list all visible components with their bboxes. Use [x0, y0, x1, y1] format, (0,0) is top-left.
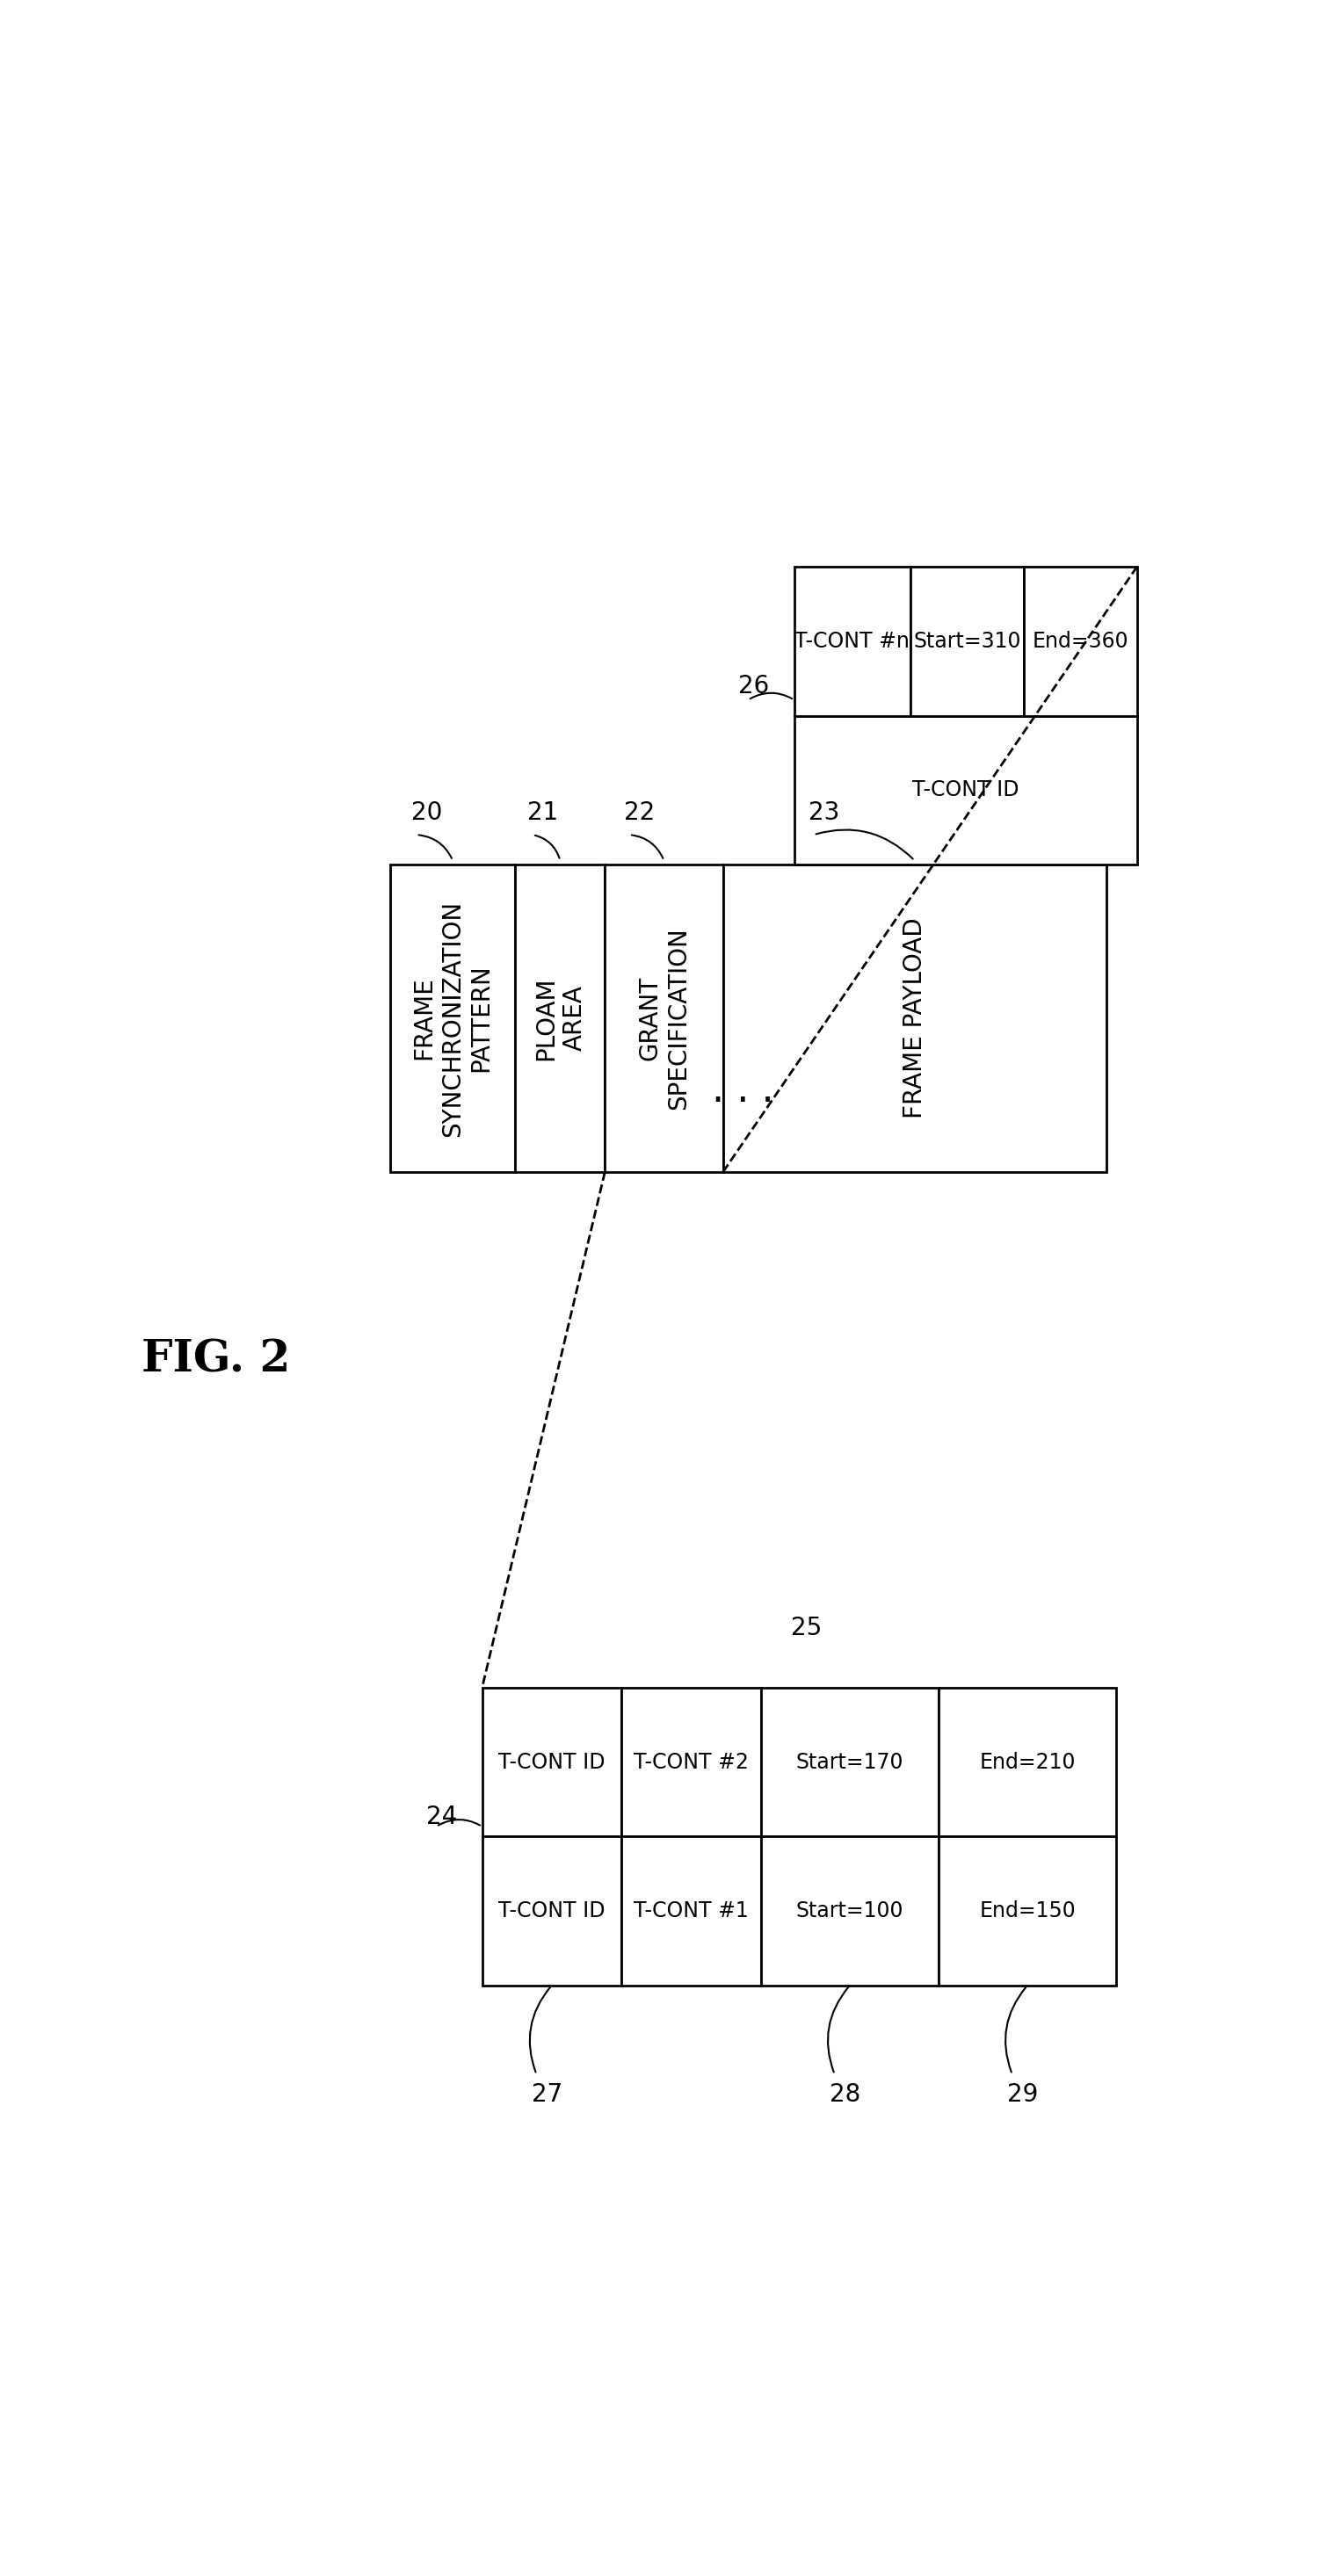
Bar — [622, 1837, 762, 1986]
Bar — [1024, 567, 1137, 716]
Text: FRAME
SYNCHRONIZATION
PATTERN: FRAME SYNCHRONIZATION PATTERN — [412, 899, 494, 1136]
Bar — [723, 866, 1106, 1172]
Text: PLOAM
AREA: PLOAM AREA — [533, 976, 586, 1061]
Text: GRANT
SPECIFICATION: GRANT SPECIFICATION — [638, 927, 690, 1110]
Text: End=210: End=210 — [979, 1752, 1076, 1772]
Bar — [795, 567, 911, 716]
Text: 21: 21 — [528, 801, 558, 824]
Bar — [482, 1837, 622, 1986]
Text: · · ·: · · · — [711, 1084, 774, 1121]
Text: T-CONT ID: T-CONT ID — [499, 1752, 606, 1772]
Text: End=150: End=150 — [979, 1901, 1076, 1922]
Text: 20: 20 — [411, 801, 442, 824]
Text: T-CONT ID: T-CONT ID — [912, 781, 1019, 801]
Text: 23: 23 — [809, 801, 840, 824]
Text: FRAME PAYLOAD: FRAME PAYLOAD — [903, 917, 927, 1118]
Text: 25: 25 — [791, 1615, 822, 1641]
Text: Start=100: Start=100 — [796, 1901, 904, 1922]
Text: 28: 28 — [829, 2081, 861, 2107]
Text: FIG. 2: FIG. 2 — [141, 1340, 290, 1381]
Bar — [391, 866, 515, 1172]
Bar — [762, 1687, 939, 1837]
Bar — [515, 866, 605, 1172]
Text: T-CONT #1: T-CONT #1 — [634, 1901, 748, 1922]
Bar — [482, 1687, 622, 1837]
Bar — [939, 1687, 1117, 1837]
Text: Start=310: Start=310 — [913, 631, 1022, 652]
Text: Start=170: Start=170 — [796, 1752, 904, 1772]
Text: T-CONT #2: T-CONT #2 — [634, 1752, 748, 1772]
Bar — [622, 1687, 762, 1837]
Bar — [605, 866, 723, 1172]
Bar — [762, 1837, 939, 1986]
Bar — [939, 1837, 1117, 1986]
Text: End=360: End=360 — [1032, 631, 1129, 652]
Text: 27: 27 — [532, 2081, 562, 2107]
Bar — [911, 567, 1024, 716]
Text: 22: 22 — [624, 801, 655, 824]
Text: T-CONT #n: T-CONT #n — [795, 631, 909, 652]
Text: 26: 26 — [738, 675, 768, 698]
Text: 24: 24 — [426, 1803, 457, 1829]
Bar — [795, 716, 1137, 866]
Text: 29: 29 — [1007, 2081, 1039, 2107]
Text: T-CONT ID: T-CONT ID — [499, 1901, 606, 1922]
